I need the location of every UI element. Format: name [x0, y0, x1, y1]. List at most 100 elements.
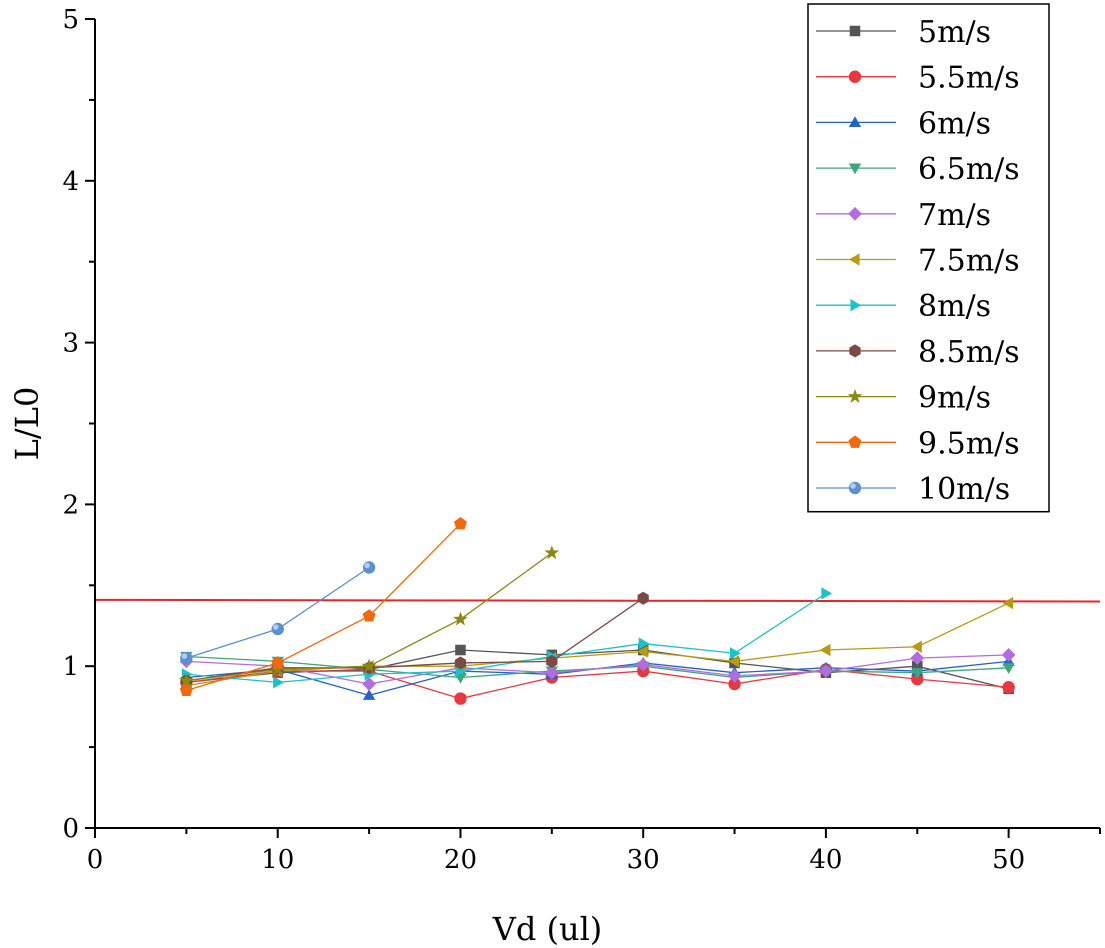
reference-line-layer [94, 598, 1101, 603]
series-line [186, 660, 1009, 696]
data-point [273, 676, 284, 689]
legend-marker [848, 206, 862, 221]
series-line [186, 566, 370, 659]
series-line [186, 592, 827, 684]
data-point [362, 689, 376, 700]
data-point [454, 692, 467, 705]
data-point [362, 677, 376, 691]
legend-marker [850, 299, 862, 312]
reference-line [94, 598, 1101, 603]
data-point [911, 640, 922, 653]
legend-label: 6.5m/s [918, 152, 1020, 187]
series-line [186, 668, 1009, 700]
sphere-highlight [364, 562, 370, 569]
x-axis-title: Vd (ul) [492, 910, 603, 948]
data-point [453, 517, 467, 530]
legend-marker [848, 435, 862, 448]
series-10m-s [180, 561, 376, 665]
data-point [178, 673, 194, 688]
legend-marker [848, 116, 862, 127]
series-line [186, 602, 1009, 687]
data-point [454, 656, 467, 670]
legend-marker [847, 388, 863, 403]
legend-item: 10m/s [816, 472, 1010, 507]
y-tick-label: 2 [62, 490, 79, 520]
sphere-highlight [272, 624, 279, 630]
data-point [637, 645, 648, 658]
data-point [271, 656, 285, 669]
sphere-body [848, 481, 862, 495]
data-point [637, 591, 649, 605]
sphere-body [362, 561, 376, 574]
series-line [186, 654, 1009, 685]
axes-layer: 0 10 20 30 40 50 0 1 2 3 4 5 [62, 5, 1101, 875]
data-point [455, 644, 466, 656]
x-tick-label: 40 [809, 845, 842, 875]
data-point [362, 561, 376, 574]
y-tick-label: 0 [62, 814, 79, 844]
data-point [180, 651, 193, 665]
legend-label: 5m/s [918, 15, 991, 50]
legend-marker [848, 481, 862, 495]
legend-marker [848, 163, 862, 175]
legend-marker [848, 70, 862, 83]
data-point [270, 661, 286, 676]
legend-label: 6m/s [918, 106, 991, 141]
sphere-body [180, 651, 193, 665]
legend-item: 5.5m/s [816, 61, 1020, 96]
data-point [728, 655, 740, 668]
data-point [910, 651, 925, 665]
data-point [1002, 681, 1015, 694]
legend-item: 5m/s [816, 15, 991, 50]
data-point [271, 622, 284, 636]
x-tick-label: 50 [992, 845, 1025, 875]
legend-item: 7.5m/s [816, 244, 1020, 279]
legend-item: 8.5m/s [816, 335, 1020, 370]
legend-label: 10m/s [918, 472, 1010, 507]
data-point [636, 657, 650, 672]
legend-label: 9m/s [918, 381, 991, 416]
series-line [186, 597, 644, 682]
data-point [546, 654, 558, 668]
data-point [819, 664, 833, 678]
legend-item: 9.5m/s [816, 426, 1020, 461]
data-point [179, 683, 193, 696]
y-tick-label: 5 [62, 5, 79, 35]
y-tick-label: 4 [62, 167, 79, 197]
series-9-5m-s [179, 517, 467, 696]
data-point [362, 609, 376, 622]
legend-item: 6m/s [816, 106, 991, 141]
data-point [821, 587, 833, 600]
sphere-highlight [181, 653, 188, 659]
data-point [729, 647, 741, 660]
x-tick-label: 0 [87, 845, 104, 875]
y-axis-title: L/L0 [8, 387, 46, 461]
legend: 5m/s 5.5m/s 6m/s 6.5m/s 7m/s 7.5m/s 8m/s 8.5m/s… [807, 3, 1050, 513]
data-point [545, 665, 559, 680]
data-point [1002, 663, 1015, 674]
series-line [186, 523, 461, 692]
legend-marker [849, 344, 861, 358]
data-point [453, 611, 468, 626]
data-point [638, 637, 650, 650]
data-point [1002, 596, 1014, 610]
legend-label: 5.5m/s [918, 61, 1020, 96]
legend-marker [848, 253, 860, 266]
data-point [544, 545, 560, 560]
legend-marker [849, 25, 861, 37]
y-tick-label: 3 [62, 329, 79, 359]
sphere-body [271, 622, 284, 636]
data-point [911, 668, 924, 679]
x-tick-label: 30 [627, 845, 660, 875]
legend-item: 9m/s [816, 381, 991, 416]
data-point [728, 677, 741, 691]
series-layer [178, 517, 1016, 705]
legend-item: 7m/s [816, 198, 991, 233]
x-tick-label: 10 [261, 845, 294, 875]
legend-label: 8.5m/s [918, 335, 1020, 370]
data-point [911, 672, 924, 686]
legend-item: 8m/s [816, 289, 991, 324]
y-tick-label: 1 [62, 652, 79, 682]
series-9m-s [178, 545, 560, 688]
